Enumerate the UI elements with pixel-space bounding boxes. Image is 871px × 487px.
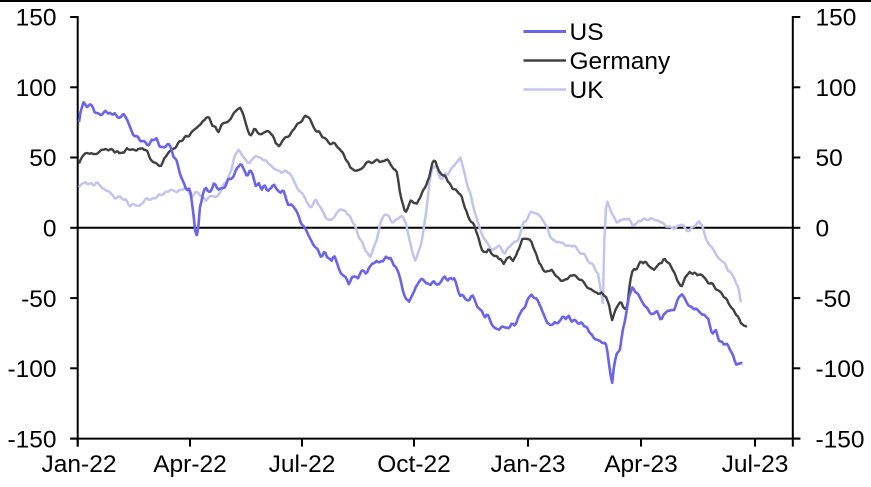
svg-text:150: 150 bbox=[16, 5, 57, 32]
svg-text:100: 100 bbox=[16, 75, 57, 102]
svg-text:-100: -100 bbox=[816, 356, 865, 383]
svg-text:-50: -50 bbox=[816, 286, 851, 313]
svg-text:50: 50 bbox=[816, 145, 843, 172]
svg-text:Jan-22: Jan-22 bbox=[42, 451, 117, 478]
svg-text:Apr-23: Apr-23 bbox=[604, 451, 678, 478]
svg-text:US: US bbox=[570, 19, 604, 46]
svg-text:Germany: Germany bbox=[570, 48, 672, 75]
svg-text:Apr-22: Apr-22 bbox=[153, 451, 227, 478]
svg-text:Jan-23: Jan-23 bbox=[491, 451, 566, 478]
svg-text:UK: UK bbox=[570, 77, 605, 104]
svg-text:0: 0 bbox=[43, 216, 57, 243]
svg-text:100: 100 bbox=[816, 75, 857, 102]
svg-text:-150: -150 bbox=[7, 426, 56, 453]
svg-text:-50: -50 bbox=[21, 286, 56, 313]
svg-text:-100: -100 bbox=[7, 356, 56, 383]
svg-text:Jul-23: Jul-23 bbox=[722, 451, 789, 478]
svg-text:Oct-22: Oct-22 bbox=[377, 451, 451, 478]
svg-text:-150: -150 bbox=[816, 426, 865, 453]
svg-text:50: 50 bbox=[29, 145, 56, 172]
svg-text:0: 0 bbox=[816, 216, 830, 243]
svg-text:Jul-22: Jul-22 bbox=[269, 451, 336, 478]
svg-text:150: 150 bbox=[816, 5, 857, 32]
